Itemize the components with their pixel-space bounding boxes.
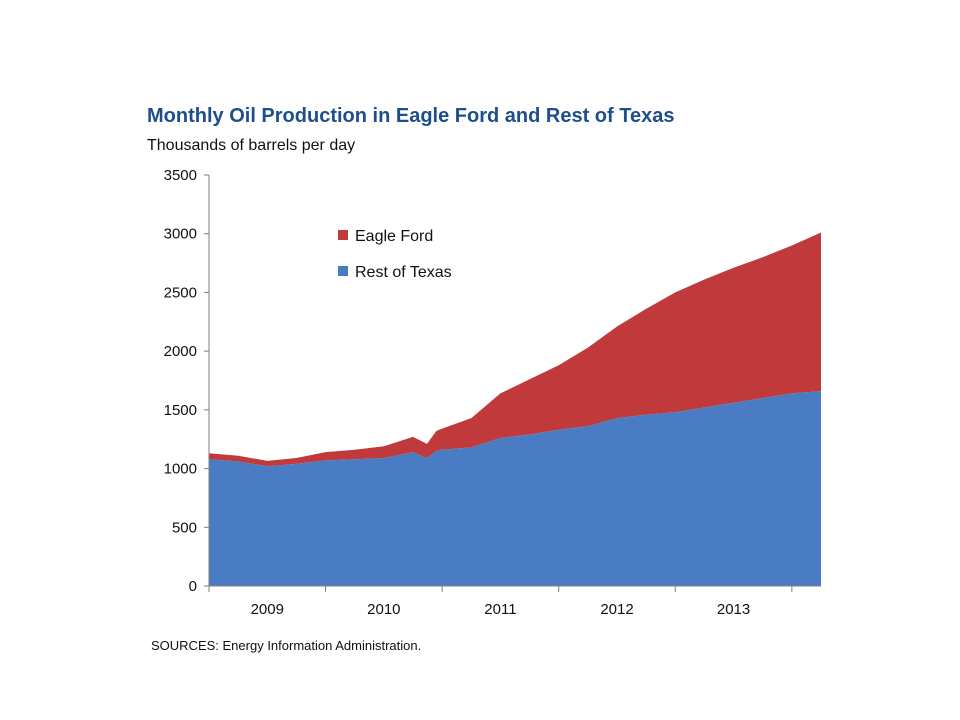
y-tick-label: 2500: [164, 284, 197, 301]
y-tick-label: 500: [172, 519, 197, 536]
x-tick-label: 2013: [717, 601, 750, 618]
y-axis-ticks: 0 500 1000 1500 2000 2500 3000 3500: [164, 167, 209, 595]
area-rest-of-texas: [209, 391, 821, 586]
legend-label-rest-of-texas: Rest of Texas: [355, 264, 452, 281]
plot-area: [209, 232, 821, 586]
axes: [208, 175, 821, 587]
x-axis-ticks: 2009 2010 2011 2012 2013: [208, 586, 793, 618]
y-tick-label: 2000: [164, 343, 197, 360]
legend-label-eagle-ford: Eagle Ford: [355, 228, 433, 245]
y-tick-label: 1000: [164, 461, 197, 478]
chart-subtitle: Thousands of barrels per day: [147, 137, 355, 154]
x-tick-label: 2009: [251, 601, 284, 618]
chart-title: Monthly Oil Production in Eagle Ford and…: [147, 105, 674, 127]
area-eagle-ford: [209, 232, 821, 467]
y-tick-label: 0: [189, 578, 197, 595]
legend-swatch-rest-of-texas: [338, 266, 348, 276]
y-tick-label: 3000: [164, 226, 197, 243]
x-tick-label: 2012: [600, 601, 633, 618]
y-tick-label: 1500: [164, 402, 197, 419]
x-tick-label: 2011: [484, 601, 516, 618]
y-tick-label: 3500: [164, 167, 197, 184]
legend-swatch-eagle-ford: [338, 230, 348, 240]
source-note: SOURCES: Energy Information Administrati…: [151, 638, 421, 653]
x-tick-label: 2010: [367, 601, 400, 618]
legend: Eagle Ford Rest of Texas: [338, 228, 452, 281]
